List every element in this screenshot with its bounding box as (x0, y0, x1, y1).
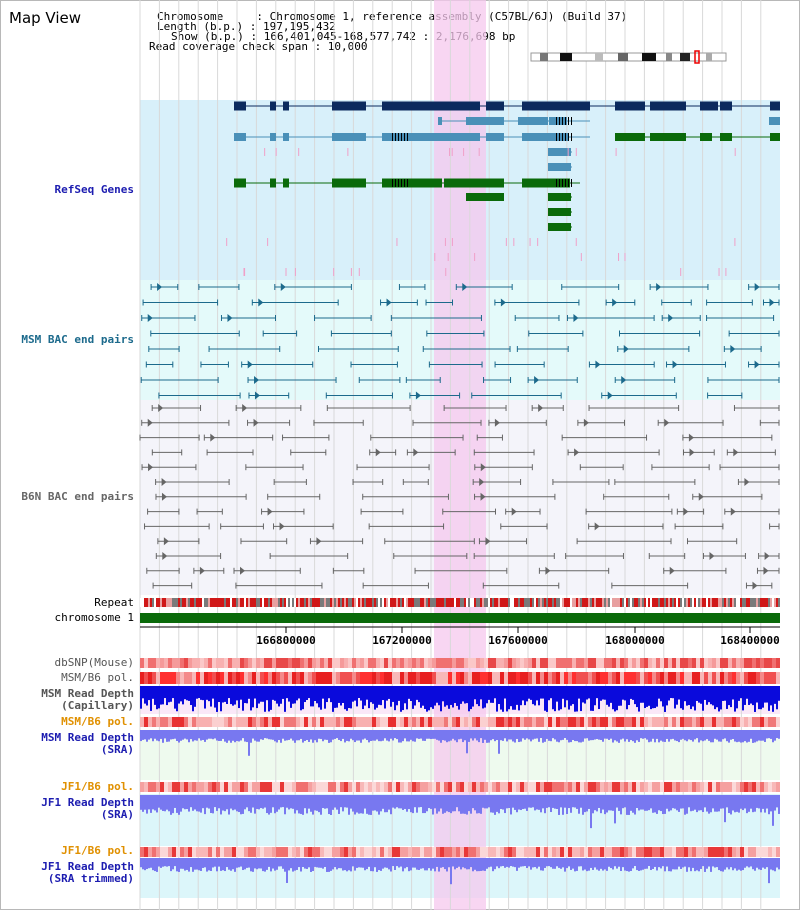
msm-bac-label: MSM BAC end pairs (21, 333, 134, 346)
chromosome-bar (140, 613, 780, 623)
selected-region-highlight[interactable] (434, 0, 486, 910)
msm-depth-capillary-label: MSM Read Depth (41, 687, 134, 700)
axis-tick-label: 168000000 (605, 634, 665, 647)
b6n-bac-track[interactable] (139, 404, 780, 590)
refseq-gene-track[interactable] (226, 101, 780, 277)
jf1-depth-sra-sublabel: (SRA) (100, 808, 134, 821)
length-info: Length (b.p.) : 197,195,432 (157, 20, 336, 33)
msm-bac-track[interactable] (140, 283, 780, 400)
jf1-depth-sra-label: JF1 Read Depth (41, 796, 134, 809)
coverage-span-info: Read coverage check span : 10,000 (149, 40, 368, 53)
axis-tick-label: 166800000 (256, 634, 316, 647)
repeat-track[interactable] (140, 598, 780, 607)
repeat-label: Repeat (94, 596, 134, 609)
position-axis: 166800000 167200000 167600000 168000000 1684… (140, 626, 780, 647)
jf1-depth-trim-label: JF1 Read Depth (41, 860, 134, 873)
msm-depth-sra-sublabel: (SRA) (100, 743, 134, 756)
chromosome-ideogram[interactable] (530, 50, 727, 64)
axis-tick-label: 167200000 (372, 634, 432, 647)
axis-tick-label: 167600000 (488, 634, 548, 647)
msm-depth-capillary-sublabel: (Capillary) (61, 699, 134, 712)
jf1-b6-pol-trim-label: JF1/B6 pol. (61, 844, 134, 857)
chromosome-label: chromosome 1 (54, 611, 134, 624)
msm-b6-pol-sra-label: MSM/B6 pol. (61, 715, 134, 728)
ideogram-position-marker (694, 50, 700, 64)
msm-depth-sra-label: MSM Read Depth (41, 731, 134, 744)
axis-tick-label: 168400000 (720, 634, 780, 647)
b6n-bac-label: B6N BAC end pairs (21, 490, 134, 503)
jf1-b6-pol-label: JF1/B6 pol. (61, 780, 134, 793)
read-depth-tracks (140, 686, 780, 885)
jf1-depth-trim-sublabel: (SRA trimmed) (47, 872, 134, 885)
polymorphism-heat-tracks (140, 658, 780, 857)
msm-b6-pol-label: MSM/B6 pol. (61, 671, 134, 684)
vertical-gridlines (139, 0, 762, 910)
refseq-genes-label: RefSeq Genes (54, 183, 134, 196)
page-title: Map View (9, 9, 82, 27)
dbsnp-label: dbSNP(Mouse) (54, 656, 134, 669)
